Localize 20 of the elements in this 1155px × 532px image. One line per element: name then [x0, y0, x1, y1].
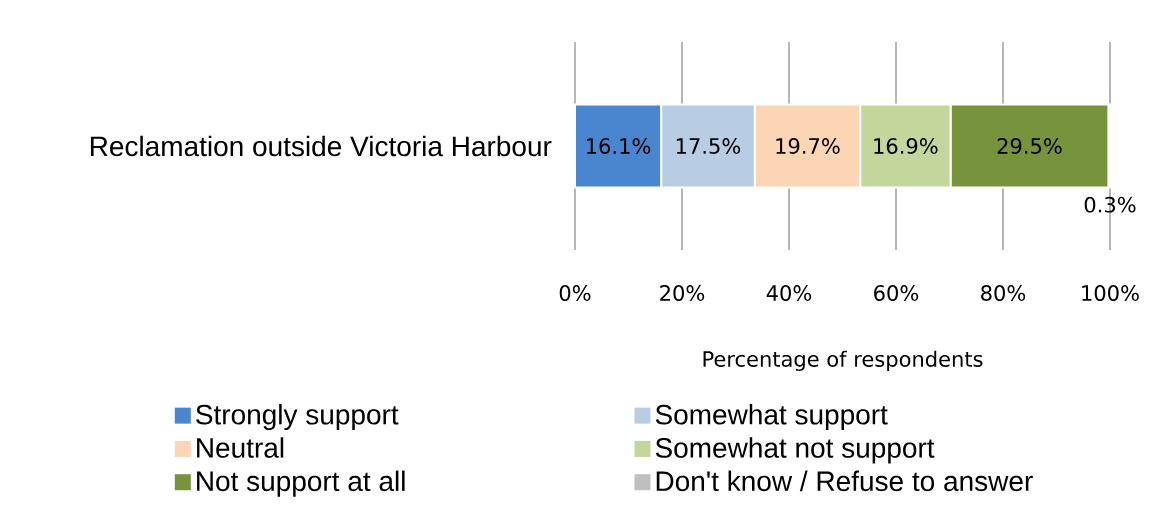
data-label: 16.9% [874, 138, 938, 154]
legend-label: Don't know / Refuse to answer [656, 470, 1033, 492]
legend-label: Neutral [197, 437, 284, 458]
x-tick-label: 100% [1082, 285, 1139, 301]
x-tick-label: 60% [874, 285, 919, 301]
legend-label: Somewhat support [655, 404, 888, 431]
x-tick-label: 20% [660, 285, 705, 301]
data-label: 17.5% [676, 138, 741, 154]
x-tick-label: 80% [981, 285, 1026, 301]
legend-label: Somewhat not support [655, 437, 935, 464]
y-tick-label: Reclamation outside Victoria Harbour [90, 135, 552, 157]
x-tick-label: 40% [766, 285, 812, 301]
data-label: 0.3% [1084, 196, 1136, 213]
x-axis-title: Percentage of respondents [703, 350, 983, 371]
data-label: 16.1% [587, 138, 651, 154]
data-label: 19.7% [776, 138, 840, 154]
x-tick-label: 0% [559, 285, 591, 301]
data-label: 29.5% [997, 138, 1062, 154]
legend-label: Not support at all [197, 470, 405, 497]
legend-label: Strongly support [196, 404, 399, 431]
